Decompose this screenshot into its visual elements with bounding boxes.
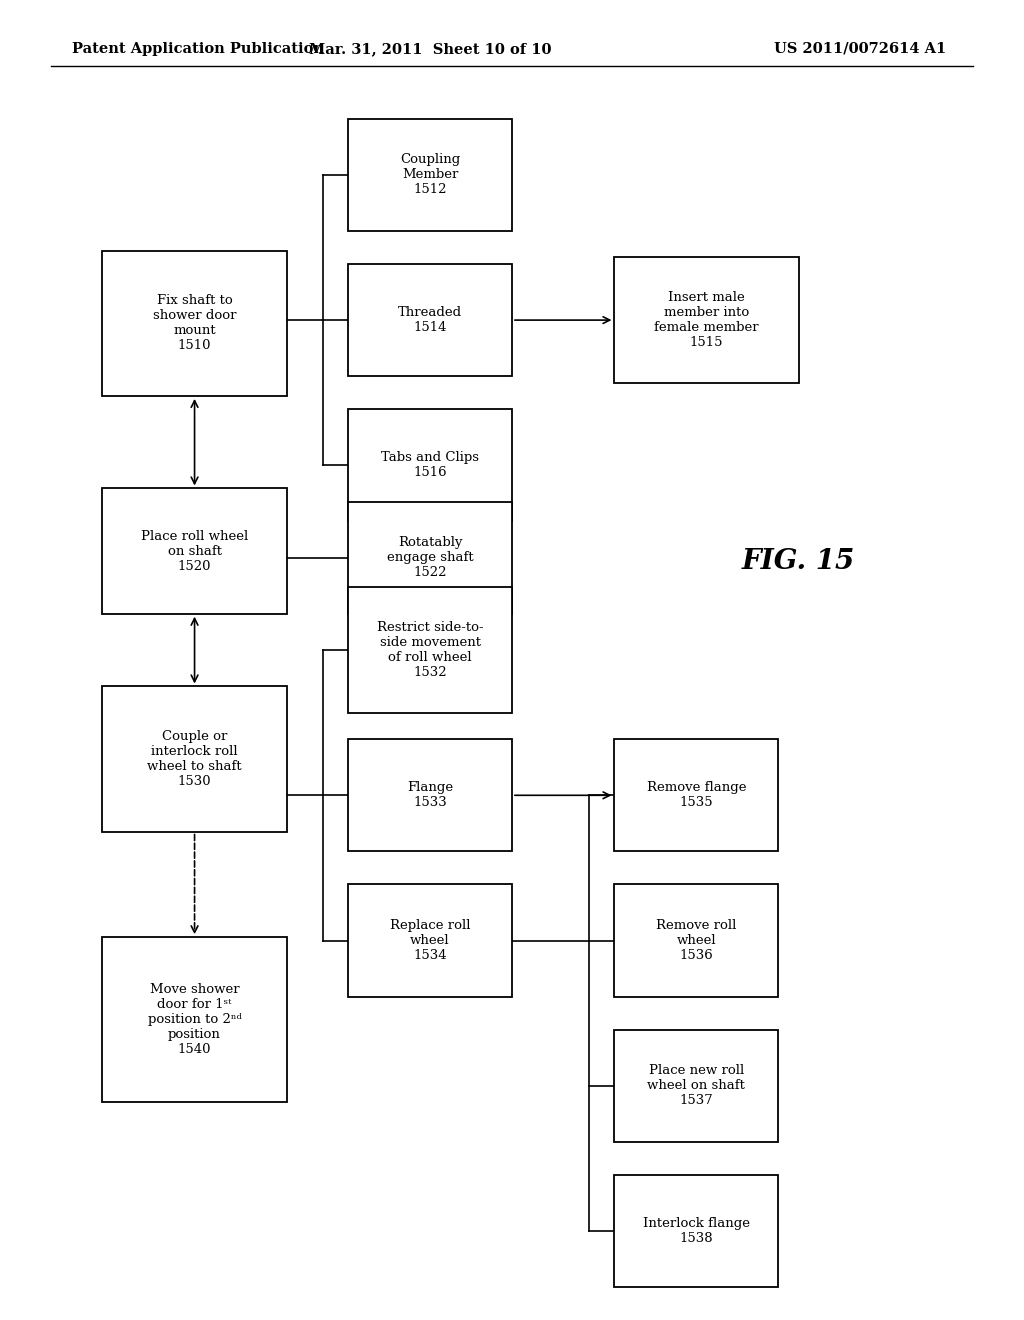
Bar [614, 1030, 778, 1142]
Bar [348, 739, 512, 851]
Text: Replace roll
wheel
1534: Replace roll wheel 1534 [390, 919, 470, 962]
Bar [614, 739, 778, 851]
Text: FIG. 15: FIG. 15 [742, 548, 855, 574]
Text: Remove roll
wheel
1536: Remove roll wheel 1536 [656, 919, 736, 962]
Text: Place new roll
wheel on shaft
1537: Place new roll wheel on shaft 1537 [647, 1064, 745, 1107]
Bar [102, 686, 287, 832]
Bar [614, 257, 799, 383]
Bar [102, 251, 287, 396]
Text: Tabs and Clips
1516: Tabs and Clips 1516 [381, 451, 479, 479]
Text: Flange
1533: Flange 1533 [407, 781, 454, 809]
Text: Couple or
interlock roll
wheel to shaft
1530: Couple or interlock roll wheel to shaft … [147, 730, 242, 788]
Bar [348, 502, 512, 614]
Text: Patent Application Publication: Patent Application Publication [72, 42, 324, 55]
Text: Rotatably
engage shaft
1522: Rotatably engage shaft 1522 [387, 536, 473, 579]
Bar [614, 1175, 778, 1287]
Text: US 2011/0072614 A1: US 2011/0072614 A1 [774, 42, 946, 55]
Bar [348, 264, 512, 376]
Text: Restrict side-to-
side movement
of roll wheel
1532: Restrict side-to- side movement of roll … [377, 622, 483, 678]
Text: Fix shaft to
shower door
mount
1510: Fix shaft to shower door mount 1510 [153, 294, 237, 352]
Bar [102, 937, 287, 1102]
Bar [348, 587, 512, 713]
Text: Coupling
Member
1512: Coupling Member 1512 [400, 153, 460, 197]
Text: Place roll wheel
on shaft
1520: Place roll wheel on shaft 1520 [141, 529, 248, 573]
Text: Mar. 31, 2011  Sheet 10 of 10: Mar. 31, 2011 Sheet 10 of 10 [309, 42, 551, 55]
Bar [102, 488, 287, 614]
Bar [614, 884, 778, 997]
Text: Move shower
door for 1ˢᵗ
position to 2ⁿᵈ
position
1540: Move shower door for 1ˢᵗ position to 2ⁿᵈ… [147, 983, 242, 1056]
Bar [348, 409, 512, 521]
Bar [348, 119, 512, 231]
Text: Interlock flange
1538: Interlock flange 1538 [643, 1217, 750, 1245]
Text: Insert male
member into
female member
1515: Insert male member into female member 15… [654, 292, 759, 348]
Text: Remove flange
1535: Remove flange 1535 [646, 781, 746, 809]
Bar [348, 884, 512, 997]
Text: Threaded
1514: Threaded 1514 [398, 306, 462, 334]
